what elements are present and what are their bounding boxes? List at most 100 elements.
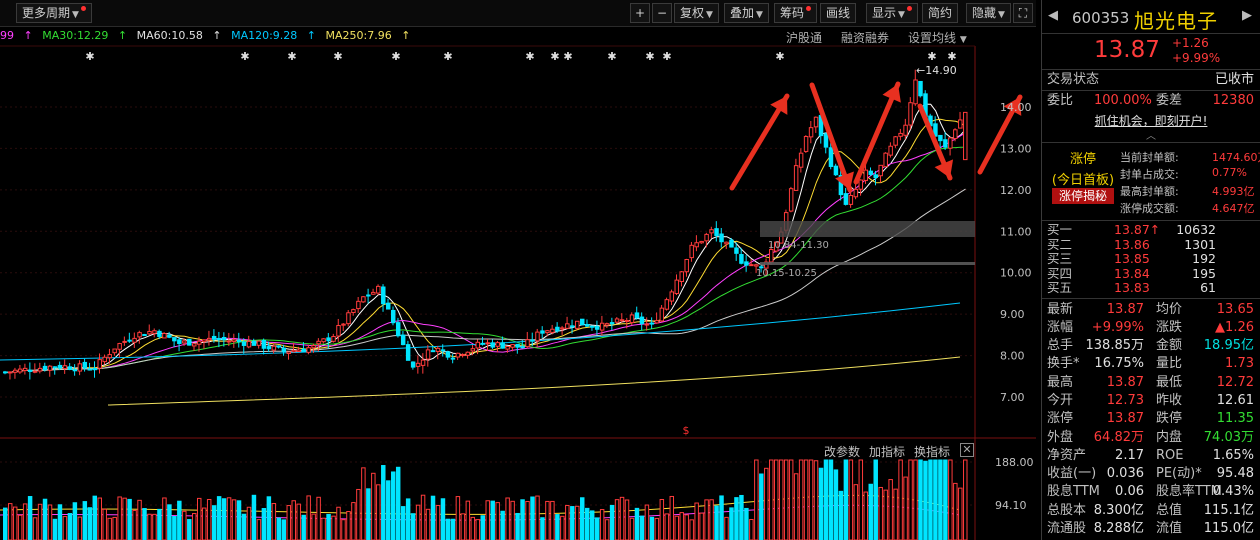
volume-tick-label: 94.10: [995, 499, 1027, 512]
chips-button[interactable]: 筹码: [774, 3, 818, 23]
close-indicator-icon[interactable]: ✕: [960, 443, 974, 457]
more-periods-button[interactable]: 更多周期 ▼: [16, 3, 92, 23]
candle-body: [475, 341, 481, 349]
candle-body: [495, 342, 500, 347]
quote-row: 今开 12.73 昨收 12.61: [1047, 392, 1254, 408]
candle-body: [883, 152, 888, 168]
price-tick-label: 8.00: [1000, 350, 1025, 363]
volume-bar: [838, 490, 844, 540]
open-account-link[interactable]: 抓住机会，即刻开户!: [1094, 114, 1208, 128]
candle-body: [112, 348, 117, 354]
trading-status-row: 交易状态 已收市: [1042, 70, 1260, 91]
candle-body: [107, 354, 112, 359]
orderbook-row[interactable]: 买四 13.84 195: [1047, 265, 1216, 281]
orderbook-row[interactable]: 买五 13.83 61: [1047, 280, 1216, 295]
overlay-button[interactable]: 叠加 ▼: [724, 3, 769, 23]
orderbook-row[interactable]: 买二 13.86 1301: [1047, 236, 1216, 252]
volume-bar: [117, 496, 122, 540]
candle-body: [734, 247, 739, 254]
volume-bar: [783, 459, 789, 540]
volume-bar: [759, 473, 764, 540]
candle-body: [823, 133, 829, 148]
prev-stock-icon[interactable]: ◀: [1048, 8, 1058, 23]
volume-bar: [142, 508, 147, 540]
volume-bar: [878, 486, 883, 540]
orderbook-row[interactable]: 买三 13.85 192: [1047, 251, 1216, 266]
volume-bar: [341, 519, 346, 540]
event-marker: ✱: [927, 50, 936, 63]
price-tick-label: 11.00: [1000, 225, 1032, 238]
volume-bar: [923, 460, 928, 540]
candle-body: [808, 127, 814, 138]
draw-line-button[interactable]: 画线: [820, 3, 857, 23]
zoom-in-button[interactable]: +: [630, 3, 650, 23]
volume-bar: [584, 507, 590, 540]
stock-name: 旭光电子: [1134, 9, 1218, 33]
zoom-out-button[interactable]: −: [652, 3, 672, 23]
volume-bar: [778, 459, 784, 540]
volume-bar: [356, 488, 361, 540]
event-marker: ✱: [947, 50, 956, 63]
limit-line: 涨停成交额: 4.647亿: [1120, 202, 1255, 215]
simple-button[interactable]: 简约: [922, 3, 959, 23]
volume-bar: [440, 498, 446, 540]
candle-body: [450, 357, 456, 360]
candle-body: [838, 175, 844, 196]
add-indicator-button[interactable]: 加指标: [869, 445, 906, 459]
candle-body: [147, 330, 152, 335]
candle-body: [445, 351, 451, 358]
volume-bar: [32, 517, 38, 540]
candle-body: [913, 79, 918, 105]
candle-body: [72, 369, 78, 372]
orderbook-row[interactable]: 买一 13.87↑ 10632: [1047, 222, 1216, 237]
switch-indicator-button[interactable]: 换指标: [914, 445, 951, 459]
candle-body: [366, 294, 371, 297]
kline-chart[interactable]: ✱ ✱ ✱ ✱ ✱ ✱ ✱ ✱ ✱ ✱ ✱ ✱ ✱ ✱ ✱ 10.84-11.30 10.15-10.25 ←1…: [0, 0, 1036, 540]
candle-body: [480, 342, 486, 345]
change-params-button[interactable]: 改参数: [824, 445, 861, 459]
collapse-chevron-icon[interactable]: ︿: [1042, 131, 1260, 143]
price-tick-label: 9.00: [1000, 308, 1025, 321]
volume-bar: [560, 515, 565, 540]
candle-body: [754, 264, 759, 267]
fuquan-button[interactable]: 复权 ▼: [674, 3, 719, 23]
hide-button[interactable]: 隐藏 ▼: [966, 3, 1011, 23]
candle-body: [291, 349, 296, 353]
candle-body: [152, 330, 157, 334]
volume-bar: [346, 510, 351, 540]
volume-bar: [933, 459, 938, 540]
orderbook: 买一 13.87↑ 10632 买二 13.86 1301 买三 13.85 192 买四 1…: [1042, 221, 1260, 299]
trend-arrow: [853, 81, 901, 185]
volume-bar: [863, 491, 869, 540]
quote-row: 外盘 64.82万 内盘 74.03万: [1047, 429, 1254, 445]
candle-body: [336, 325, 341, 337]
volume-bar: [684, 514, 689, 540]
volume-bar: [82, 501, 88, 540]
volume-bar: [122, 497, 127, 540]
volume-bar: [326, 513, 331, 540]
ma250-line: [107, 356, 961, 406]
limit-reveal-button[interactable]: 涨停揭秘: [1052, 188, 1114, 204]
volume-bar: [818, 467, 824, 540]
rzrq-link[interactable]: 融资融券: [841, 31, 890, 45]
volume-tick-label: 188.00: [995, 456, 1034, 469]
volume-bar: [619, 496, 625, 540]
candle-body: [37, 367, 43, 372]
candle-body: [62, 365, 68, 370]
next-stock-icon[interactable]: ▶: [1242, 8, 1252, 23]
hgt-link[interactable]: 沪股通: [786, 31, 823, 45]
volume-bar: [858, 459, 864, 540]
candle-body: [415, 362, 421, 367]
fuquan-label: 复权: [680, 6, 705, 20]
candle-body: [266, 346, 272, 350]
volume-bar: [714, 505, 719, 540]
volume-bar: [475, 519, 481, 540]
candle-body: [963, 111, 968, 161]
candle-body: [361, 296, 366, 303]
fullscreen-icon[interactable]: ⛶: [1013, 3, 1033, 23]
candle-body: [211, 335, 217, 340]
candle-body: [122, 340, 127, 343]
display-button[interactable]: 显示 ▼: [866, 3, 918, 23]
ma-settings-link[interactable]: 设置均线 ▼: [908, 31, 967, 45]
volume-bar: [112, 516, 117, 540]
